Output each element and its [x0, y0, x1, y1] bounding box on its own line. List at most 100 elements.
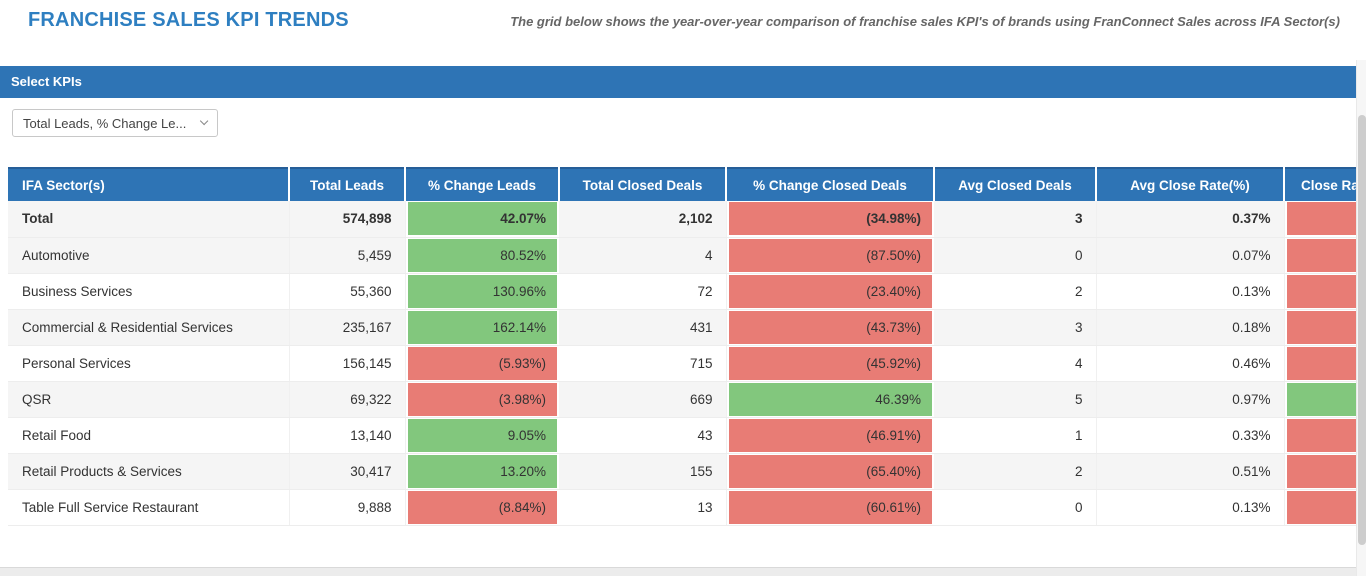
sector-cell: Retail Products & Services: [8, 453, 290, 490]
trend-value: (46.91%): [728, 418, 932, 452]
trend-value: (60.61%): [728, 490, 932, 524]
trend-value: (87.50%): [728, 238, 932, 272]
total-leads-cell: 13,140: [289, 417, 406, 454]
total-closed-deals-cell: 4: [559, 237, 727, 274]
trend-value: [1286, 238, 1356, 272]
close-rate-cell: [1284, 237, 1356, 274]
sector-cell: Table Full Service Restaurant: [8, 489, 290, 526]
trend-value: [1286, 202, 1356, 236]
kpi-table-container: IFA Sector(s) Total Leads % Change Leads…: [8, 167, 1356, 526]
avg-close-rate-cell: 0.18%: [1096, 309, 1285, 346]
close-rate-cell: [1284, 201, 1356, 238]
total-closed-deals-cell: 715: [559, 345, 727, 382]
sector-cell: Retail Food: [8, 417, 290, 454]
bottom-scroll-track[interactable]: [0, 567, 1356, 576]
close-rate-cell: [1284, 345, 1356, 382]
total-leads-cell: 235,167: [289, 309, 406, 346]
sector-cell: Personal Services: [8, 345, 290, 382]
total-closed-deals-cell: 43: [559, 417, 727, 454]
avg-close-rate-cell: 0.97%: [1096, 381, 1285, 418]
trend-value: (5.93%): [407, 346, 557, 380]
select-kpis-panel-header: Select KPIs: [0, 66, 1356, 98]
total-leads-cell: 55,360: [289, 273, 406, 310]
vertical-scrollbar-track[interactable]: [1356, 60, 1366, 576]
pct-change-leads-cell: (5.93%): [405, 345, 559, 382]
pct-change-closed-deals-cell: (34.98%): [726, 201, 934, 238]
table-row: Automotive 5,459 80.52% 4 (87.50%) 0 0.07%: [8, 237, 1356, 274]
pct-change-leads-cell: (8.84%): [405, 489, 559, 526]
vertical-scrollbar-thumb[interactable]: [1358, 115, 1366, 545]
close-rate-cell: [1284, 453, 1356, 490]
total-leads-cell: 5,459: [289, 237, 406, 274]
page-header: FRANCHISE SALES KPI TRENDS The grid belo…: [0, 0, 1366, 66]
trend-value: 9.05%: [407, 418, 557, 452]
kpi-table: IFA Sector(s) Total Leads % Change Leads…: [8, 167, 1356, 526]
close-rate-cell: [1284, 273, 1356, 310]
table-row: Retail Food 13,140 9.05% 43 (46.91%) 1 0.33%: [8, 417, 1356, 454]
table-row: QSR 69,322 (3.98%) 669 46.39% 5 0.97%: [8, 381, 1356, 418]
trend-value: (43.73%): [728, 310, 932, 344]
total-leads-cell: 574,898: [289, 201, 406, 238]
column-header-close-rate[interactable]: Close Ra: [1284, 167, 1356, 201]
avg-closed-deals-cell: 2: [934, 453, 1097, 490]
trend-value: (23.40%): [728, 274, 932, 308]
table-row: Business Services 55,360 130.96% 72 (23.40%)…: [8, 273, 1356, 310]
total-leads-cell: 30,417: [289, 453, 406, 490]
pct-change-closed-deals-cell: (87.50%): [726, 237, 934, 274]
trend-value: (3.98%): [407, 382, 557, 416]
total-closed-deals-cell: 13: [559, 489, 727, 526]
trend-value: (45.92%): [728, 346, 932, 380]
avg-close-rate-cell: 0.13%: [1096, 273, 1285, 310]
avg-close-rate-cell: 0.07%: [1096, 237, 1285, 274]
sector-cell: Business Services: [8, 273, 290, 310]
sector-cell: Automotive: [8, 237, 290, 274]
column-header-pct-change-leads[interactable]: % Change Leads: [405, 167, 560, 201]
pct-change-leads-cell: 9.05%: [405, 417, 559, 454]
close-rate-cell: [1284, 381, 1356, 418]
close-rate-cell: [1284, 489, 1356, 526]
trend-value: [1286, 310, 1356, 344]
pct-change-closed-deals-cell: (23.40%): [726, 273, 934, 310]
trend-value: 42.07%: [407, 202, 557, 236]
sector-cell: QSR: [8, 381, 290, 418]
chevron-down-icon: [199, 116, 209, 126]
page-subtitle: The grid below shows the year-over-year …: [510, 14, 1340, 29]
pct-change-closed-deals-cell: (65.40%): [726, 453, 934, 490]
trend-value: [1286, 454, 1356, 488]
total-closed-deals-cell: 669: [559, 381, 727, 418]
table-row: Retail Products & Services 30,417 13.20% 15…: [8, 453, 1356, 490]
column-header-avg-closed-deals[interactable]: Avg Closed Deals: [934, 167, 1097, 201]
trend-value: 130.96%: [407, 274, 557, 308]
table-row: Total 574,898 42.07% 2,102 (34.98%) 3 0.37%: [8, 201, 1356, 238]
table-row: Table Full Service Restaurant 9,888 (8.84%…: [8, 489, 1356, 526]
pct-change-closed-deals-cell: (45.92%): [726, 345, 934, 382]
pct-change-leads-cell: 42.07%: [405, 201, 559, 238]
trend-value: (34.98%): [728, 202, 932, 236]
pct-change-closed-deals-cell: (46.91%): [726, 417, 934, 454]
column-header-total-leads[interactable]: Total Leads: [289, 167, 406, 201]
kpi-dropdown[interactable]: Total Leads, % Change Le...: [12, 109, 218, 137]
trend-value: [1286, 274, 1356, 308]
avg-close-rate-cell: 0.37%: [1096, 201, 1285, 238]
pct-change-leads-cell: 162.14%: [405, 309, 559, 346]
trend-value: [1286, 418, 1356, 452]
trend-value: (8.84%): [407, 490, 557, 524]
column-header-total-closed-deals[interactable]: Total Closed Deals: [559, 167, 727, 201]
total-closed-deals-cell: 72: [559, 273, 727, 310]
avg-closed-deals-cell: 3: [934, 309, 1097, 346]
total-closed-deals-cell: 2,102: [559, 201, 727, 238]
avg-closed-deals-cell: 1: [934, 417, 1097, 454]
avg-closed-deals-cell: 0: [934, 237, 1097, 274]
page-title: FRANCHISE SALES KPI TRENDS: [28, 9, 349, 31]
column-header-ifa-sector[interactable]: IFA Sector(s): [8, 167, 290, 201]
trend-value: [1286, 382, 1356, 416]
avg-close-rate-cell: 0.13%: [1096, 489, 1285, 526]
pct-change-leads-cell: (3.98%): [405, 381, 559, 418]
column-header-pct-change-closed-deals[interactable]: % Change Closed Deals: [726, 167, 935, 201]
column-header-avg-close-rate[interactable]: Avg Close Rate(%): [1096, 167, 1285, 201]
table-body: Total 574,898 42.07% 2,102 (34.98%) 3 0.37% Aut…: [8, 201, 1356, 526]
total-closed-deals-cell: 431: [559, 309, 727, 346]
avg-close-rate-cell: 0.46%: [1096, 345, 1285, 382]
avg-closed-deals-cell: 4: [934, 345, 1097, 382]
pct-change-closed-deals-cell: 46.39%: [726, 381, 934, 418]
